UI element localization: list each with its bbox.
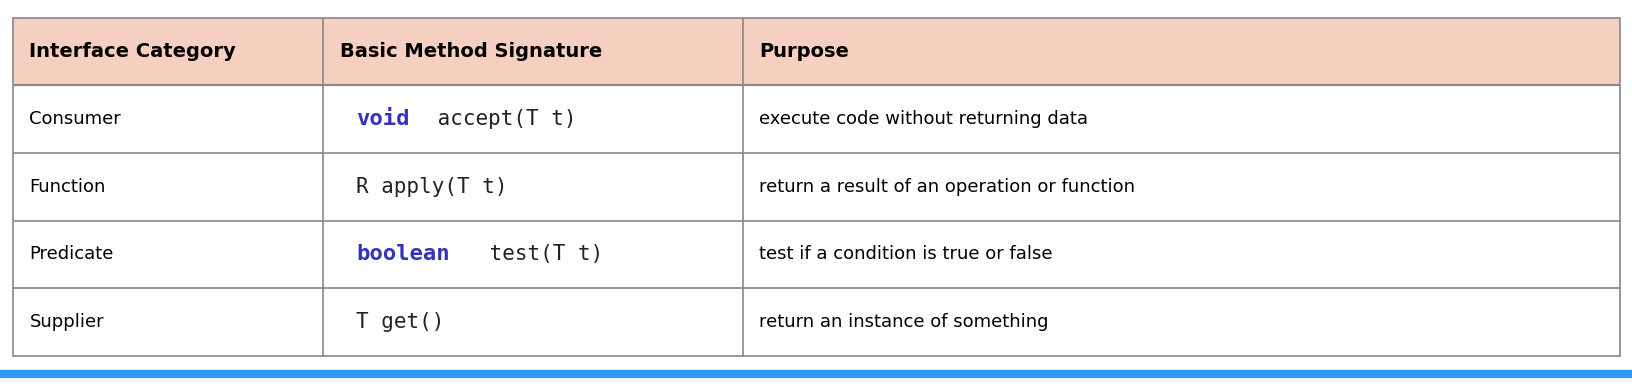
Text: Basic Method Signature: Basic Method Signature xyxy=(339,42,602,61)
Text: execute code without returning data: execute code without returning data xyxy=(759,110,1087,128)
Text: boolean: boolean xyxy=(356,244,449,265)
Text: Purpose: Purpose xyxy=(759,42,849,61)
Text: return an instance of something: return an instance of something xyxy=(759,313,1048,331)
Bar xyxy=(13,221,1619,288)
Bar xyxy=(13,18,1619,85)
Text: Consumer: Consumer xyxy=(29,110,121,128)
Bar xyxy=(13,153,1619,221)
Text: Function: Function xyxy=(29,178,106,196)
Text: void: void xyxy=(356,109,410,129)
Bar xyxy=(13,85,1619,153)
Text: accept(T t): accept(T t) xyxy=(424,109,576,129)
Text: R apply(T t): R apply(T t) xyxy=(356,177,508,197)
Text: Predicate: Predicate xyxy=(29,245,114,263)
Text: test if a condition is true or false: test if a condition is true or false xyxy=(759,245,1053,263)
Text: T get(): T get() xyxy=(356,312,444,332)
Text: Interface Category: Interface Category xyxy=(29,42,237,61)
Text: return a result of an operation or function: return a result of an operation or funct… xyxy=(759,178,1134,196)
Text: Supplier: Supplier xyxy=(29,313,104,331)
Bar xyxy=(13,288,1619,356)
Text: test(T t): test(T t) xyxy=(477,244,602,265)
